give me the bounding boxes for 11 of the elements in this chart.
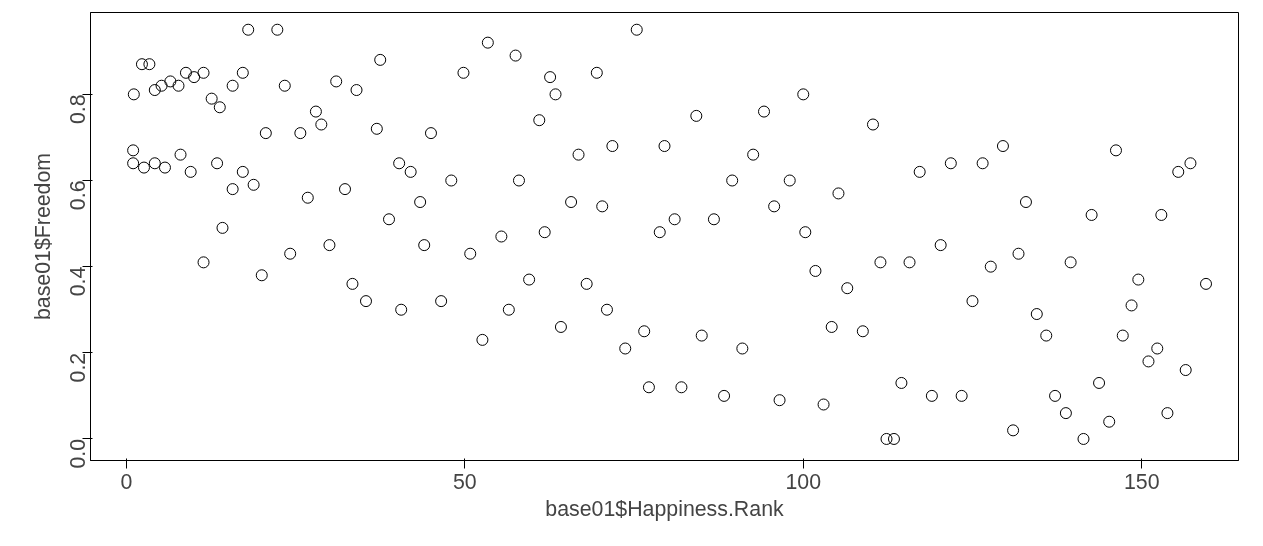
y-tick-label: 0.8 xyxy=(66,94,90,124)
x-tick-label: 150 xyxy=(1123,469,1160,494)
y-tick-label: 0.4 xyxy=(66,266,90,297)
y-axis-title: base01$Freedom xyxy=(30,152,55,321)
x-tick-label: 0 xyxy=(120,469,133,494)
y-tick-label: 0.6 xyxy=(66,180,90,211)
x-axis-title: base01$Happiness.Rank xyxy=(545,496,784,521)
y-tick-label: 0.2 xyxy=(66,352,90,383)
x-tick-label: 100 xyxy=(785,469,822,494)
y-tick-label: 0.0 xyxy=(66,438,90,469)
x-tick-label: 50 xyxy=(452,469,477,494)
